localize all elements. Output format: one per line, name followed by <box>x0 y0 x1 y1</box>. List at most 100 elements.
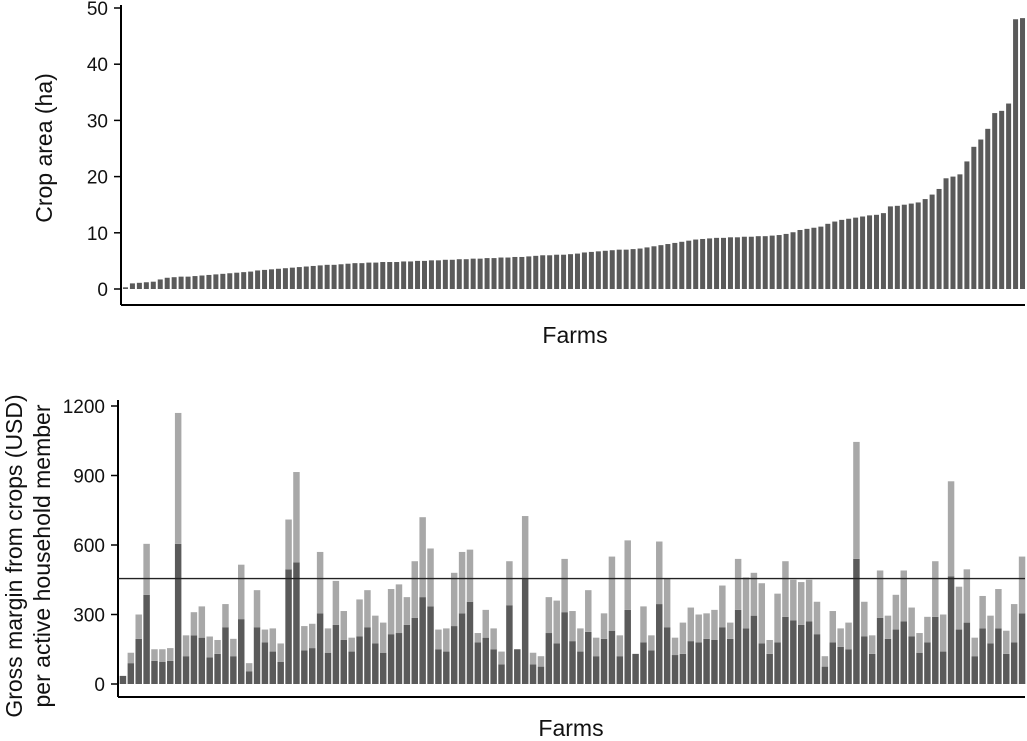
bar-segment-dark <box>892 629 900 684</box>
bar-segment-light <box>908 607 915 637</box>
bar-segment-light <box>190 612 198 636</box>
bar <box>665 244 671 289</box>
bar-segment-light <box>198 606 206 638</box>
bottom-panel: 0 300 600 900 1200 Gross margin from crops (… <box>1 394 1026 741</box>
bar-segment-dark <box>711 639 718 684</box>
bar <box>401 261 407 289</box>
bar-segment-dark <box>774 642 781 684</box>
bar <box>637 248 643 289</box>
bar <box>846 218 852 289</box>
bar-segment-light <box>395 584 403 634</box>
bar <box>477 258 483 289</box>
bar-segment-light <box>671 637 679 656</box>
bar-segment-dark <box>293 562 300 685</box>
bar-segment-light <box>498 651 505 665</box>
bar-segment-light <box>458 551 466 614</box>
bar-segment-dark <box>908 636 915 684</box>
bar-segment-dark <box>1010 642 1018 684</box>
bottom-y-axis-title-line2: per active household member <box>29 404 55 707</box>
bar <box>915 202 921 289</box>
bar-segment-light <box>695 614 702 643</box>
bar-segment-dark <box>514 649 521 684</box>
bar-segment-dark <box>490 649 497 684</box>
bar-segment-dark <box>348 651 355 684</box>
bar-segment-light <box>640 606 647 643</box>
bar-segment-dark <box>159 661 166 684</box>
bar-segment-light <box>797 582 805 625</box>
bar <box>602 250 608 289</box>
bar-segment-dark <box>742 628 750 684</box>
bar <box>721 237 727 289</box>
bar <box>456 259 462 289</box>
bar-segment-light <box>979 595 986 629</box>
bar-segment-light <box>435 629 442 650</box>
bar-segment-dark <box>474 642 482 684</box>
bar-segment-dark <box>340 639 348 684</box>
bar-segment-dark <box>600 638 608 684</box>
bar-segment-light <box>687 607 695 642</box>
bar <box>505 257 511 289</box>
bar-segment-light <box>151 649 158 661</box>
bar <box>171 277 177 289</box>
bar-segment-dark <box>616 656 624 684</box>
bar-segment-light <box>592 637 600 657</box>
bar <box>331 264 337 289</box>
bar-segment-dark <box>379 652 387 684</box>
bar-segment-light <box>206 636 213 658</box>
bar <box>936 188 942 289</box>
bar-segment-dark <box>245 671 253 684</box>
bar-segment-light <box>600 613 608 639</box>
bar-segment-dark <box>182 656 190 684</box>
bar-segment-dark <box>419 597 426 685</box>
bar-segment-dark <box>498 664 505 684</box>
bar <box>992 113 998 289</box>
bar-segment-light <box>900 570 907 622</box>
bar <box>804 228 810 289</box>
bar-segment-light <box>955 586 963 630</box>
bar <box>185 276 191 289</box>
bar-segment-light <box>813 601 821 635</box>
bar <box>129 283 135 289</box>
bar-segment-light <box>711 609 718 640</box>
bar-segment-light <box>490 628 497 650</box>
bar-segment-light <box>656 541 663 605</box>
bar <box>408 261 414 289</box>
bar <box>338 264 344 289</box>
bar <box>595 251 601 289</box>
bar-segment-dark <box>301 650 308 684</box>
bar <box>463 259 469 289</box>
bar-segment-dark <box>727 638 734 684</box>
bar-segment-light <box>450 572 458 627</box>
bar-segment-dark <box>853 558 860 684</box>
bar-segment-light <box>411 561 418 618</box>
y-tick-label: 300 <box>73 606 105 627</box>
bar-segment-light <box>245 663 253 672</box>
bar-segment-dark <box>285 569 292 684</box>
bar <box>769 235 775 289</box>
bar-segment-dark <box>214 653 221 684</box>
bar-segment-light <box>608 556 616 631</box>
bar-segment-dark <box>561 612 568 684</box>
bar-segment-dark <box>332 624 340 684</box>
bar-segment-dark <box>884 638 892 684</box>
bar-segment-light <box>427 548 434 607</box>
bar <box>164 277 170 289</box>
bar-segment-dark <box>569 641 576 684</box>
bar-segment-dark <box>987 643 994 684</box>
bar-segment-dark <box>253 627 261 684</box>
bar-segment-light <box>805 579 813 622</box>
bar-segment-light <box>971 637 978 657</box>
bar <box>428 260 434 289</box>
bar-segment-light <box>364 590 371 628</box>
bar-segment-light <box>214 639 221 654</box>
bar-segment-light <box>553 600 560 644</box>
bar <box>693 239 699 289</box>
bar-segment-light <box>127 652 135 664</box>
bar-segment-dark <box>648 650 655 684</box>
bar-segment-light <box>348 637 355 652</box>
bar-segment-dark <box>790 620 797 684</box>
bar-segment-light <box>924 616 931 643</box>
bar-segment-light <box>561 558 568 613</box>
bar <box>727 237 733 289</box>
